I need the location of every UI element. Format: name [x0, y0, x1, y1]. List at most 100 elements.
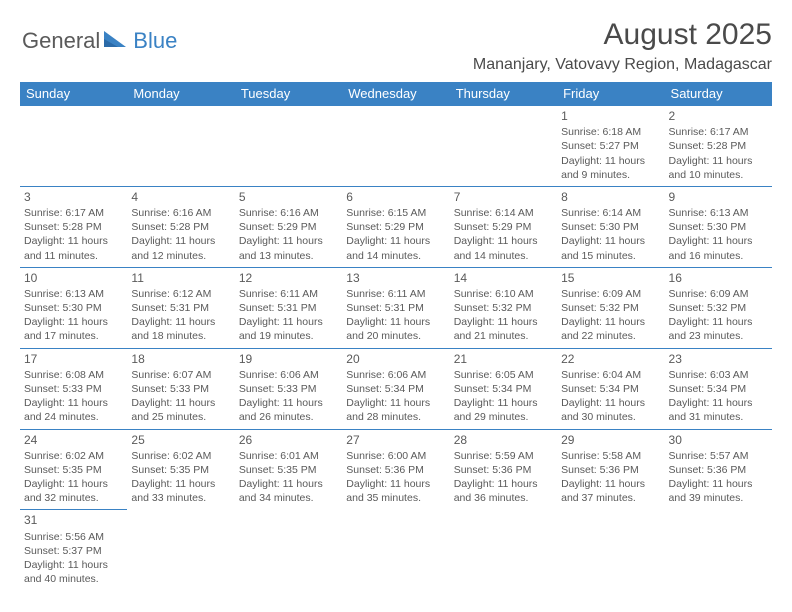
- calendar-body: 1Sunrise: 6:18 AMSunset: 5:27 PMDaylight…: [20, 106, 772, 591]
- sunset-line: Sunset: 5:29 PM: [454, 220, 553, 234]
- calendar-day-cell: [235, 106, 342, 187]
- sunrise-line: Sunrise: 5:57 AM: [669, 449, 768, 463]
- calendar-day-cell: 1Sunrise: 6:18 AMSunset: 5:27 PMDaylight…: [557, 106, 664, 187]
- day-number: 28: [454, 432, 553, 448]
- sunrise-line: Sunrise: 6:05 AM: [454, 368, 553, 382]
- sunrise-line: Sunrise: 6:16 AM: [239, 206, 338, 220]
- calendar-week-row: 1Sunrise: 6:18 AMSunset: 5:27 PMDaylight…: [20, 106, 772, 187]
- sunrise-line: Sunrise: 6:02 AM: [24, 449, 123, 463]
- sunrise-line: Sunrise: 6:09 AM: [669, 287, 768, 301]
- calendar-day-cell: [127, 510, 234, 590]
- calendar-day-cell: 5Sunrise: 6:16 AMSunset: 5:29 PMDaylight…: [235, 186, 342, 267]
- daylight-line: Daylight: 11 hours and 19 minutes.: [239, 315, 338, 343]
- calendar-day-cell: 23Sunrise: 6:03 AMSunset: 5:34 PMDayligh…: [665, 348, 772, 429]
- daylight-line: Daylight: 11 hours and 11 minutes.: [24, 234, 123, 262]
- sunrise-line: Sunrise: 6:07 AM: [131, 368, 230, 382]
- logo-flag-icon: [104, 29, 132, 54]
- daylight-line: Daylight: 11 hours and 29 minutes.: [454, 396, 553, 424]
- day-number: 10: [24, 270, 123, 286]
- daylight-line: Daylight: 11 hours and 35 minutes.: [346, 477, 445, 505]
- daylight-line: Daylight: 11 hours and 30 minutes.: [561, 396, 660, 424]
- calendar-day-cell: [235, 510, 342, 590]
- calendar-day-cell: [20, 106, 127, 187]
- calendar-day-cell: 21Sunrise: 6:05 AMSunset: 5:34 PMDayligh…: [450, 348, 557, 429]
- daylight-line: Daylight: 11 hours and 34 minutes.: [239, 477, 338, 505]
- sunrise-line: Sunrise: 5:58 AM: [561, 449, 660, 463]
- daylight-line: Daylight: 11 hours and 13 minutes.: [239, 234, 338, 262]
- calendar-day-cell: [665, 510, 772, 590]
- sunrise-line: Sunrise: 6:15 AM: [346, 206, 445, 220]
- sunrise-line: Sunrise: 6:06 AM: [346, 368, 445, 382]
- sunset-line: Sunset: 5:28 PM: [669, 139, 768, 153]
- logo-text-general: General: [22, 28, 100, 54]
- sunrise-line: Sunrise: 6:02 AM: [131, 449, 230, 463]
- calendar-day-cell: 3Sunrise: 6:17 AMSunset: 5:28 PMDaylight…: [20, 186, 127, 267]
- daylight-line: Daylight: 11 hours and 17 minutes.: [24, 315, 123, 343]
- calendar-day-cell: 22Sunrise: 6:04 AMSunset: 5:34 PMDayligh…: [557, 348, 664, 429]
- weekday-header-row: Sunday Monday Tuesday Wednesday Thursday…: [20, 82, 772, 106]
- calendar-day-cell: 19Sunrise: 6:06 AMSunset: 5:33 PMDayligh…: [235, 348, 342, 429]
- sunset-line: Sunset: 5:37 PM: [24, 544, 123, 558]
- sunset-line: Sunset: 5:31 PM: [346, 301, 445, 315]
- day-number: 13: [346, 270, 445, 286]
- sunset-line: Sunset: 5:33 PM: [131, 382, 230, 396]
- calendar-day-cell: 4Sunrise: 6:16 AMSunset: 5:28 PMDaylight…: [127, 186, 234, 267]
- daylight-line: Daylight: 11 hours and 14 minutes.: [346, 234, 445, 262]
- calendar-day-cell: 14Sunrise: 6:10 AMSunset: 5:32 PMDayligh…: [450, 267, 557, 348]
- sunset-line: Sunset: 5:27 PM: [561, 139, 660, 153]
- sunset-line: Sunset: 5:36 PM: [454, 463, 553, 477]
- calendar-day-cell: 6Sunrise: 6:15 AMSunset: 5:29 PMDaylight…: [342, 186, 449, 267]
- sunset-line: Sunset: 5:34 PM: [669, 382, 768, 396]
- calendar-day-cell: 24Sunrise: 6:02 AMSunset: 5:35 PMDayligh…: [20, 429, 127, 510]
- sunset-line: Sunset: 5:34 PM: [561, 382, 660, 396]
- day-number: 30: [669, 432, 768, 448]
- sunset-line: Sunset: 5:29 PM: [346, 220, 445, 234]
- daylight-line: Daylight: 11 hours and 22 minutes.: [561, 315, 660, 343]
- sunset-line: Sunset: 5:33 PM: [24, 382, 123, 396]
- weekday-header: Sunday: [20, 82, 127, 106]
- calendar-day-cell: 10Sunrise: 6:13 AMSunset: 5:30 PMDayligh…: [20, 267, 127, 348]
- calendar-day-cell: 27Sunrise: 6:00 AMSunset: 5:36 PMDayligh…: [342, 429, 449, 510]
- day-number: 8: [561, 189, 660, 205]
- daylight-line: Daylight: 11 hours and 21 minutes.: [454, 315, 553, 343]
- sunset-line: Sunset: 5:35 PM: [131, 463, 230, 477]
- location-text: Mananjary, Vatovavy Region, Madagascar: [20, 56, 772, 74]
- calendar-day-cell: 25Sunrise: 6:02 AMSunset: 5:35 PMDayligh…: [127, 429, 234, 510]
- sunset-line: Sunset: 5:32 PM: [454, 301, 553, 315]
- sunset-line: Sunset: 5:31 PM: [239, 301, 338, 315]
- day-number: 23: [669, 351, 768, 367]
- day-number: 1: [561, 108, 660, 124]
- weekday-header: Wednesday: [342, 82, 449, 106]
- weekday-header: Friday: [557, 82, 664, 106]
- day-number: 27: [346, 432, 445, 448]
- sunrise-line: Sunrise: 6:17 AM: [24, 206, 123, 220]
- sunrise-line: Sunrise: 6:12 AM: [131, 287, 230, 301]
- calendar-day-cell: 30Sunrise: 5:57 AMSunset: 5:36 PMDayligh…: [665, 429, 772, 510]
- sunrise-line: Sunrise: 6:13 AM: [24, 287, 123, 301]
- day-number: 5: [239, 189, 338, 205]
- sunrise-line: Sunrise: 6:10 AM: [454, 287, 553, 301]
- day-number: 14: [454, 270, 553, 286]
- sunrise-line: Sunrise: 5:59 AM: [454, 449, 553, 463]
- sunrise-line: Sunrise: 6:00 AM: [346, 449, 445, 463]
- daylight-line: Daylight: 11 hours and 33 minutes.: [131, 477, 230, 505]
- calendar-day-cell: [342, 510, 449, 590]
- daylight-line: Daylight: 11 hours and 36 minutes.: [454, 477, 553, 505]
- daylight-line: Daylight: 11 hours and 20 minutes.: [346, 315, 445, 343]
- sunset-line: Sunset: 5:36 PM: [669, 463, 768, 477]
- day-number: 26: [239, 432, 338, 448]
- daylight-line: Daylight: 11 hours and 23 minutes.: [669, 315, 768, 343]
- day-number: 3: [24, 189, 123, 205]
- daylight-line: Daylight: 11 hours and 39 minutes.: [669, 477, 768, 505]
- calendar-day-cell: [127, 106, 234, 187]
- logo: General Blue: [22, 28, 177, 54]
- sunrise-line: Sunrise: 6:17 AM: [669, 125, 768, 139]
- day-number: 12: [239, 270, 338, 286]
- sunset-line: Sunset: 5:35 PM: [24, 463, 123, 477]
- day-number: 4: [131, 189, 230, 205]
- sunset-line: Sunset: 5:33 PM: [239, 382, 338, 396]
- calendar-day-cell: 16Sunrise: 6:09 AMSunset: 5:32 PMDayligh…: [665, 267, 772, 348]
- daylight-line: Daylight: 11 hours and 18 minutes.: [131, 315, 230, 343]
- sunset-line: Sunset: 5:32 PM: [669, 301, 768, 315]
- sunset-line: Sunset: 5:31 PM: [131, 301, 230, 315]
